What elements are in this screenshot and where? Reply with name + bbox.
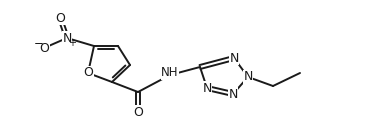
Text: NH: NH xyxy=(161,67,179,80)
Text: N: N xyxy=(228,87,238,100)
Text: N: N xyxy=(62,31,72,44)
Text: O: O xyxy=(133,106,143,119)
Text: O: O xyxy=(39,41,49,54)
Text: N: N xyxy=(243,70,253,83)
Text: O: O xyxy=(83,67,93,80)
Text: O: O xyxy=(55,11,65,24)
Text: N: N xyxy=(202,82,212,95)
Text: −: − xyxy=(34,37,44,50)
Text: N: N xyxy=(229,51,239,64)
Text: +: + xyxy=(68,38,76,48)
